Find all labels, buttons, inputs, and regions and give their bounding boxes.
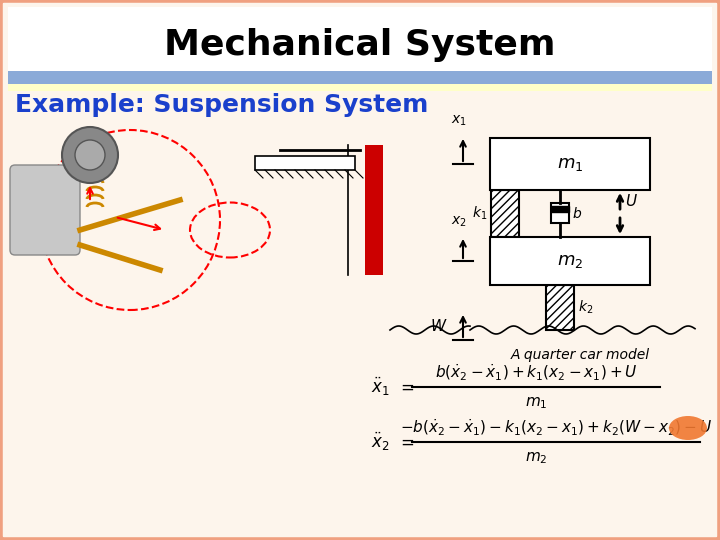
Text: A quarter car model: A quarter car model [510,348,649,362]
Text: $x_1$: $x_1$ [451,113,467,128]
Bar [8,7,712,75]
Circle shape [62,127,118,183]
Text: $\ddot{x}_1$: $\ddot{x}_1$ [372,376,390,398]
Text: $W$: $W$ [431,318,448,334]
Text: $k_2$: $k_2$ [578,299,593,316]
Bar [551,206,569,212]
Text: $m_1$: $m_1$ [525,395,547,411]
Text: $m_1$: $m_1$ [557,155,583,173]
Text: $=$: $=$ [397,378,415,396]
Bar [8,71,712,85]
Bar [490,237,650,285]
Text: Mechanical System: Mechanical System [164,28,556,62]
Text: $U$: $U$ [625,193,638,209]
Bar [551,203,569,223]
Bar [8,84,712,91]
Text: $b(\dot{x}_2 - \dot{x}_1) + k_1(x_2 - x_1) + U$: $b(\dot{x}_2 - \dot{x}_1) + k_1(x_2 - x_… [435,363,637,383]
Text: $b$: $b$ [572,206,582,221]
Text: $x_2$: $x_2$ [451,214,467,229]
Bar [546,285,574,330]
Circle shape [75,140,105,170]
Bar [491,190,519,237]
Bar [365,145,383,275]
Text: $\ddot{x}_2$: $\ddot{x}_2$ [372,431,390,453]
Bar [255,156,355,170]
Ellipse shape [669,416,707,440]
Text: $k_1$: $k_1$ [472,205,487,222]
Text: Example: Suspension System: Example: Suspension System [15,93,428,117]
Text: $m_2$: $m_2$ [525,450,547,466]
Text: $-b(\dot{x}_2 - \dot{x}_1) - k_1(x_2 - x_1) + k_2(W - x_2) - U$: $-b(\dot{x}_2 - \dot{x}_1) - k_1(x_2 - x… [400,418,712,438]
Text: $=$: $=$ [397,433,415,451]
FancyBboxPatch shape [10,165,80,255]
Text: $m_2$: $m_2$ [557,252,583,270]
Bar [490,138,650,190]
